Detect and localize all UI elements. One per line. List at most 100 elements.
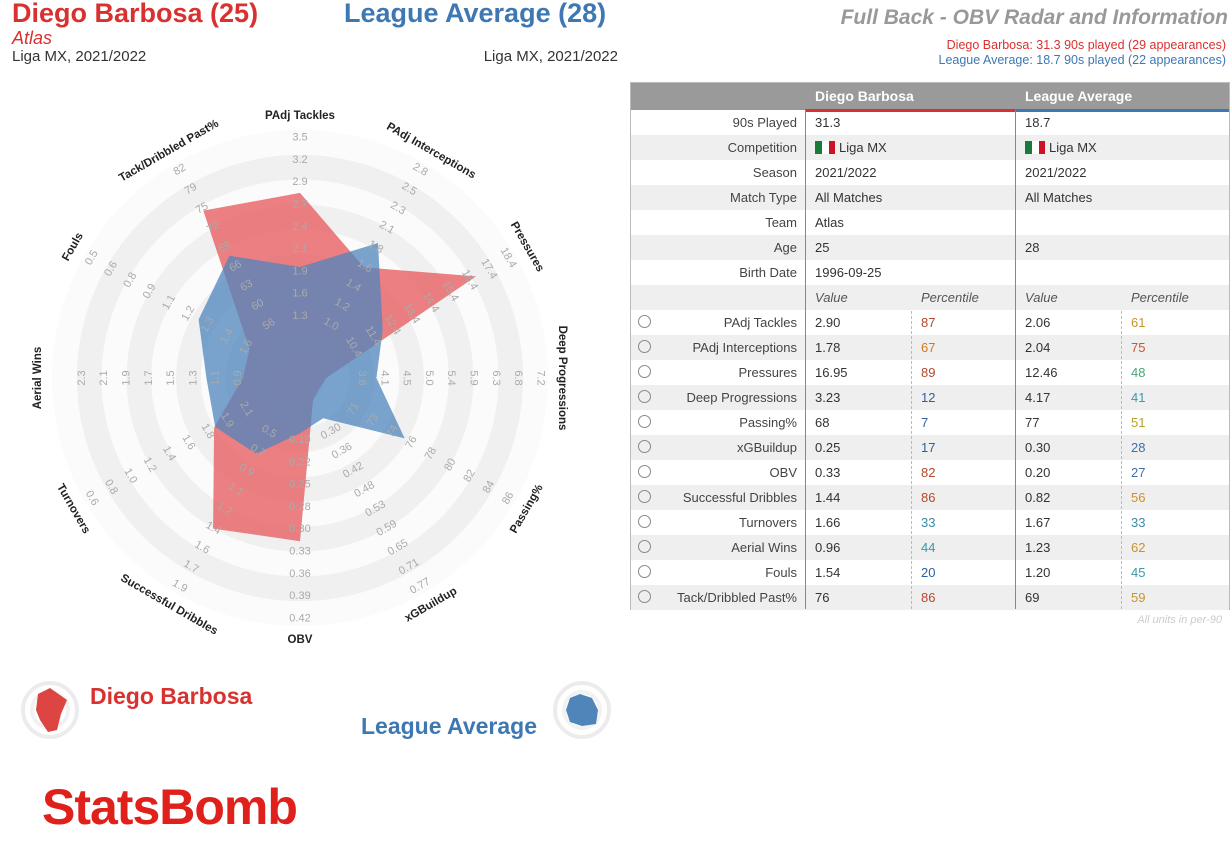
stat-icon: [638, 415, 651, 428]
stat-label: Pressures: [738, 365, 797, 380]
player-minutes-line: Diego Barbosa: 31.3 90s played (29 appea…: [946, 38, 1226, 52]
value-subheader: Value: [815, 290, 848, 305]
stats-table: Diego Barbosa League Average 90s Played 3…: [630, 82, 1230, 610]
player-percentile: 33: [921, 515, 936, 530]
stat-icon: [638, 440, 651, 453]
radar-tick-label: 75: [194, 200, 211, 217]
radar-tick-label: 1.3: [292, 310, 307, 322]
radar-tick-label: 3.2: [292, 154, 307, 166]
radar-tick-label: 73: [365, 412, 382, 429]
radar-tick-label: 78: [423, 445, 440, 462]
radar-ring: [101, 179, 499, 577]
radar-tick-label: 71: [345, 401, 362, 418]
player-stat-value: 2.90: [815, 315, 841, 330]
info-row: Birth Date 1996-09-25: [631, 260, 1229, 285]
radar-tick-label: 2.4: [292, 221, 307, 233]
radar-tick-label: 0.25: [289, 479, 310, 491]
radar-tick-label: 0.28: [289, 501, 310, 513]
radar-tick-label: 0.39: [289, 590, 310, 602]
mexico-flag-icon: [1025, 141, 1045, 154]
average-percentile: 61: [1131, 315, 1146, 330]
radar-tick-label: 6.8: [512, 370, 524, 385]
average-stat-value: 4.17: [1025, 390, 1051, 405]
radar-tick-label: 1.1: [210, 370, 222, 385]
player-percentile: 20: [921, 565, 936, 580]
average-percentile: 33: [1131, 515, 1146, 530]
player-stat-value: 0.25: [815, 440, 841, 455]
stat-row: OBV 0.33 82 0.20 27: [631, 460, 1229, 485]
player-team: Atlas: [12, 28, 53, 48]
stat-label: Fouls: [765, 565, 797, 580]
average-stat-value: 1.23: [1025, 540, 1051, 555]
radar-tick-label: 1.9: [121, 370, 133, 385]
radar-tick-label: 2.9: [292, 176, 307, 188]
average-stat-value: 12.46: [1025, 365, 1058, 380]
player-info-value: Liga MX: [815, 140, 887, 155]
stat-row: xGBuildup 0.25 17 0.30 28: [631, 435, 1229, 460]
player-percentile: 12: [921, 390, 936, 405]
average-stat-value: 0.30: [1025, 440, 1051, 455]
stat-icon: [638, 565, 651, 578]
player-info-value: 2021/2022: [815, 165, 877, 180]
info-row: 90s Played 31.3 18.7: [631, 110, 1229, 135]
player-percentile: 17: [921, 440, 936, 455]
average-percentile: 75: [1131, 340, 1146, 355]
radar-tick-label: 84: [481, 479, 498, 496]
radar-tick-label: 6.3: [490, 370, 502, 385]
player-percentile: 44: [921, 540, 936, 555]
percentile-subheader: Percentile: [1131, 290, 1189, 305]
row-label: Match Type: [730, 190, 797, 205]
stat-icon: [638, 340, 651, 353]
radar-tick-label: 3.5: [292, 132, 307, 144]
stat-row: Fouls 1.54 20 1.20 45: [631, 560, 1229, 585]
row-label: Team: [765, 215, 797, 230]
average-info-value: All Matches: [1025, 190, 1093, 205]
radar-axis-label: Fouls: [60, 231, 86, 264]
stat-row: Tack/Dribbled Past% 76 86 69 59: [631, 585, 1229, 610]
average-info-value: 2021/2022: [1025, 165, 1087, 180]
player-header-underline: [805, 109, 1015, 112]
player-stat-value: 1.44: [815, 490, 841, 505]
radar-axis-label: Aerial Wins: [32, 347, 44, 410]
radar-tick-label: 60: [249, 297, 266, 314]
radar-tick-label: 0.36: [289, 568, 310, 580]
player-stat-value: 0.33: [815, 465, 841, 480]
radar-tick-label: 72: [205, 219, 222, 236]
info-row: Match Type All Matches All Matches: [631, 185, 1229, 210]
stat-label: xGBuildup: [737, 440, 797, 455]
table-divider: [805, 110, 806, 609]
radar-chart: 1.31.61.92.12.42.72.93.23.51.01.21.41.61…: [32, 110, 568, 646]
stat-icon: [638, 590, 651, 603]
info-row: Team Atlas: [631, 210, 1229, 235]
units-footnote: All units in per-90: [1137, 614, 1222, 626]
average-percentile: 62: [1131, 540, 1146, 555]
mexico-flag-icon: [815, 141, 835, 154]
player-legend-label: Diego Barbosa: [90, 683, 253, 709]
table-header: Diego Barbosa League Average: [631, 83, 1229, 110]
player-stat-value: 1.78: [815, 340, 841, 355]
radar-tick-label: 63: [238, 277, 255, 294]
average-percentile: 27: [1131, 465, 1146, 480]
average-stat-value: 77: [1025, 415, 1040, 430]
radar-tick-label: 2.7: [292, 199, 307, 211]
stat-row: Successful Dribbles 1.44 86 0.82 56: [631, 485, 1229, 510]
radar-tick-label: 1.9: [292, 265, 307, 277]
stat-label: OBV: [769, 465, 797, 480]
average-stat-value: 1.20: [1025, 565, 1051, 580]
info-row: Age 25 28: [631, 235, 1229, 260]
stat-icon: [638, 515, 651, 528]
stat-icon: [638, 465, 651, 478]
average-percentile: 56: [1131, 490, 1146, 505]
stat-icon: [638, 365, 651, 378]
player-percentile: 7: [921, 415, 929, 430]
row-label: 90s Played: [732, 115, 797, 130]
radar-tick-label: 69: [216, 239, 233, 256]
player-percentile: 87: [921, 315, 936, 330]
radar-tick-label: 1.7: [143, 370, 155, 385]
info-row: Competition Liga MX Liga MX: [631, 135, 1229, 160]
radar-title: Full Back - OBV Radar and Information: [840, 6, 1228, 29]
average-league: Liga MX, 2021/2022: [483, 48, 618, 65]
player-percentile: 86: [921, 590, 936, 605]
radar-tick-label: 86: [500, 490, 517, 507]
player-info-value: Atlas: [815, 215, 844, 230]
